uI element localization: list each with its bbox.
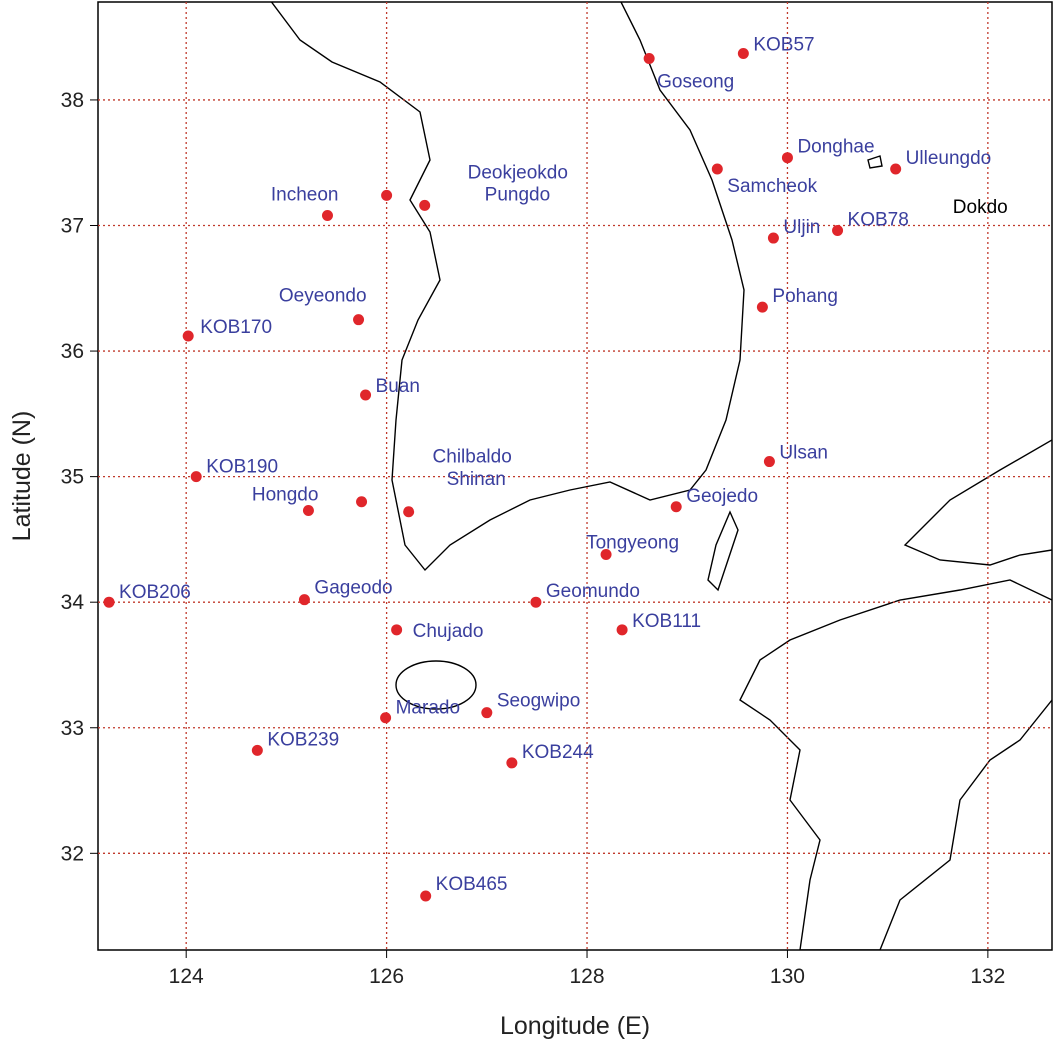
station-marker: [302, 505, 314, 517]
station-label: Ulsan: [779, 443, 828, 464]
japan-coast: [903, 439, 1052, 566]
station-marker: [781, 152, 793, 164]
station-marker: [643, 53, 655, 65]
station-label: KOB57: [753, 34, 814, 55]
station-marker: [190, 471, 202, 483]
station-label: Uljin: [783, 217, 820, 238]
station-label: Samcheok: [727, 176, 817, 197]
station-label: Marado: [396, 698, 460, 719]
station-marker: [481, 707, 493, 719]
x-tick-label: 128: [570, 965, 605, 988]
x-tick-label: 126: [369, 965, 404, 988]
station-label: Shinan: [447, 469, 506, 490]
station-label: Hongdo: [252, 485, 319, 506]
station-label: Donghae: [797, 137, 874, 158]
station-label: Seogwipo: [497, 691, 580, 712]
station-label: KOB111: [632, 611, 701, 632]
y-tick-label: 33: [61, 717, 84, 740]
annotation: Dokdo: [953, 197, 1008, 218]
y-tick-label: 36: [61, 340, 84, 363]
y-tick-label: 34: [61, 591, 85, 614]
station-marker: [756, 301, 768, 313]
station-marker: [103, 596, 115, 608]
station-label: Chilbaldo: [433, 447, 512, 468]
station-marker: [763, 456, 775, 468]
station-marker: [298, 594, 310, 606]
station-label: KOB244: [522, 742, 594, 763]
station-label: KOB170: [200, 317, 272, 338]
station-label: Buan: [376, 376, 420, 397]
station-label: KOB190: [206, 457, 278, 478]
station-marker: [391, 624, 403, 636]
station-label: Oeyeondo: [279, 286, 367, 307]
station-marker: [420, 890, 432, 902]
ulleungdo-coast: [867, 155, 883, 169]
station-marker: [670, 501, 682, 513]
tsushima-coast: [707, 510, 739, 592]
station-marker: [419, 199, 431, 211]
station-marker: [832, 225, 844, 237]
station-marker: [182, 330, 194, 342]
station-label: Incheon: [271, 184, 339, 205]
station-label: Pohang: [772, 286, 838, 307]
x-tick-label: 130: [770, 965, 805, 988]
coastlines: [270, 2, 1052, 950]
station-label: Chujado: [413, 621, 484, 642]
station-marker: [600, 548, 612, 560]
station-label: Gageodo: [314, 578, 392, 599]
station-marker: [353, 314, 365, 326]
y-axis-title: Latitude (N): [8, 411, 36, 542]
station-label: KOB78: [848, 210, 909, 231]
station-label: Geomundo: [546, 581, 640, 602]
station-marker: [737, 47, 749, 59]
korea-coast: [270, 2, 745, 572]
station-marker: [356, 496, 368, 508]
x-tick-label: 132: [970, 965, 1005, 988]
y-tick-label: 37: [61, 215, 84, 238]
station-marker: [506, 757, 518, 769]
x-axis-title: Longitude (E): [500, 1012, 650, 1040]
station-label: Deokjeokdo: [468, 162, 568, 183]
station-label: KOB206: [119, 582, 191, 603]
station-marker: [251, 744, 263, 756]
station-label: KOB465: [436, 874, 508, 895]
jeju-coast: [395, 660, 477, 710]
station-marker: [403, 506, 415, 518]
station-marker: [767, 232, 779, 244]
station-marker: [530, 596, 542, 608]
station-marker: [890, 163, 902, 175]
kyushu-coast: [739, 579, 1052, 950]
station-marker: [321, 209, 333, 221]
y-tick-label: 32: [61, 842, 84, 865]
station-marker: [380, 712, 392, 724]
station-marker: [711, 163, 723, 175]
x-tick-label: 124: [169, 965, 204, 988]
station-marker: [381, 189, 393, 201]
y-tick-label: 35: [61, 466, 84, 489]
station-label: Ulleungdo: [906, 148, 992, 169]
station-label: Geojedo: [686, 486, 758, 507]
station-label: Tongyeong: [586, 532, 679, 553]
station-marker: [616, 624, 628, 636]
station-label: Goseong: [657, 72, 734, 93]
y-tick-label: 38: [61, 89, 84, 112]
station-marker: [360, 389, 372, 401]
station-label: KOB239: [267, 729, 339, 750]
station-label: Pungdo: [485, 184, 551, 205]
